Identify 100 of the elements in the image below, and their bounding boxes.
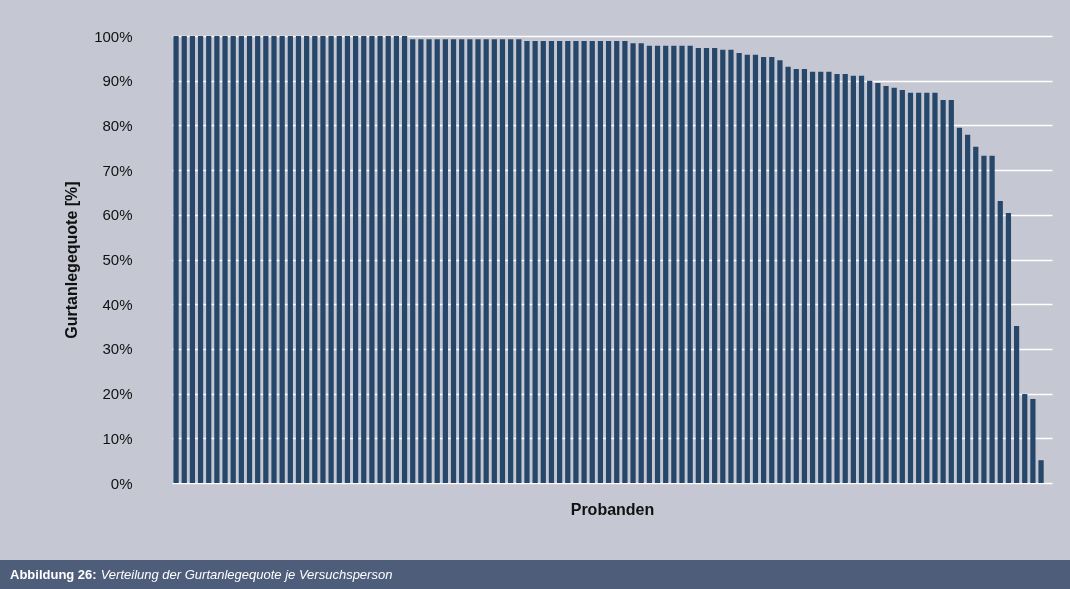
bar <box>565 40 571 483</box>
bar <box>826 71 832 483</box>
bar <box>867 80 873 483</box>
bar <box>393 36 400 483</box>
bar <box>907 92 914 483</box>
bar <box>679 45 685 483</box>
bar <box>883 86 889 483</box>
bar <box>434 39 440 483</box>
bar <box>989 155 995 483</box>
y-axis-title: Gurtanlegequote [%] <box>63 181 81 339</box>
bar <box>459 39 465 483</box>
bar <box>956 127 963 483</box>
bar <box>793 69 799 483</box>
bar <box>932 92 938 483</box>
bar <box>475 39 481 483</box>
bar <box>238 36 244 483</box>
y-tick-label: 10% <box>102 429 133 447</box>
bar <box>401 36 408 483</box>
bar <box>646 45 652 483</box>
y-tick-label: 50% <box>102 251 133 268</box>
bar <box>671 45 677 483</box>
bar <box>1038 460 1044 483</box>
bar <box>255 36 261 483</box>
bar <box>246 36 253 483</box>
bar <box>663 45 669 483</box>
bar <box>295 36 302 483</box>
bar <box>614 40 620 483</box>
bar <box>271 36 277 483</box>
bar <box>769 57 775 483</box>
bar <box>752 54 759 483</box>
bar <box>875 82 881 483</box>
bar <box>589 40 595 483</box>
bar <box>499 39 506 483</box>
bar <box>189 36 196 483</box>
bar <box>948 99 954 483</box>
bar <box>377 36 383 483</box>
bar <box>581 40 587 483</box>
bar <box>385 36 391 483</box>
bar <box>491 39 497 483</box>
bar <box>287 36 293 483</box>
bar <box>263 36 269 483</box>
bar <box>557 40 563 483</box>
bar <box>532 40 538 483</box>
bar <box>818 71 824 483</box>
bar <box>352 36 359 483</box>
bar <box>304 36 310 483</box>
text: Abbildung 26: <box>10 567 97 582</box>
y-tick-label: 80% <box>102 116 133 134</box>
bar <box>761 57 767 483</box>
bar <box>891 87 897 483</box>
bar <box>720 49 726 483</box>
bar <box>328 36 334 483</box>
bar <box>1022 394 1028 483</box>
bar <box>467 39 473 483</box>
bar <box>687 45 693 483</box>
bar <box>418 39 424 483</box>
y-tick-label: 60% <box>102 206 133 224</box>
bar <box>1005 213 1012 483</box>
bar <box>899 90 905 483</box>
y-tick-label: 90% <box>102 72 133 90</box>
bar <box>744 54 750 483</box>
bar <box>279 36 285 483</box>
bar <box>924 92 930 483</box>
bar <box>426 39 432 483</box>
bar <box>630 43 636 483</box>
bar <box>736 52 742 483</box>
text: Verteilung der Gurtanlegequote je Versuchsperson <box>100 567 393 582</box>
bar <box>206 36 212 483</box>
bar <box>573 40 579 483</box>
bar <box>695 48 701 483</box>
bar <box>850 75 856 483</box>
bar <box>638 43 644 483</box>
bar <box>703 48 710 483</box>
bar <box>516 39 522 483</box>
bar <box>320 36 326 483</box>
bar <box>916 92 922 483</box>
bar <box>842 73 848 483</box>
bar <box>369 36 375 483</box>
x-axis-title: Probanden <box>570 500 655 518</box>
bar <box>344 36 351 483</box>
bar <box>450 39 457 483</box>
bar <box>712 48 718 483</box>
y-tick-label: 20% <box>102 385 133 403</box>
bar <box>973 146 979 483</box>
bar <box>524 40 530 483</box>
bar <box>173 36 179 483</box>
bar <box>483 39 489 483</box>
bar <box>410 39 416 483</box>
bar <box>622 40 628 483</box>
bar <box>214 36 220 483</box>
bar <box>1030 398 1036 483</box>
bar <box>336 36 342 483</box>
y-tick-label: 30% <box>102 340 133 358</box>
bar <box>540 40 546 483</box>
bar <box>940 99 946 483</box>
y-tick-label: 70% <box>102 161 133 179</box>
bar <box>508 39 514 483</box>
bar <box>597 40 604 483</box>
bar <box>222 36 228 483</box>
bar <box>230 36 236 483</box>
